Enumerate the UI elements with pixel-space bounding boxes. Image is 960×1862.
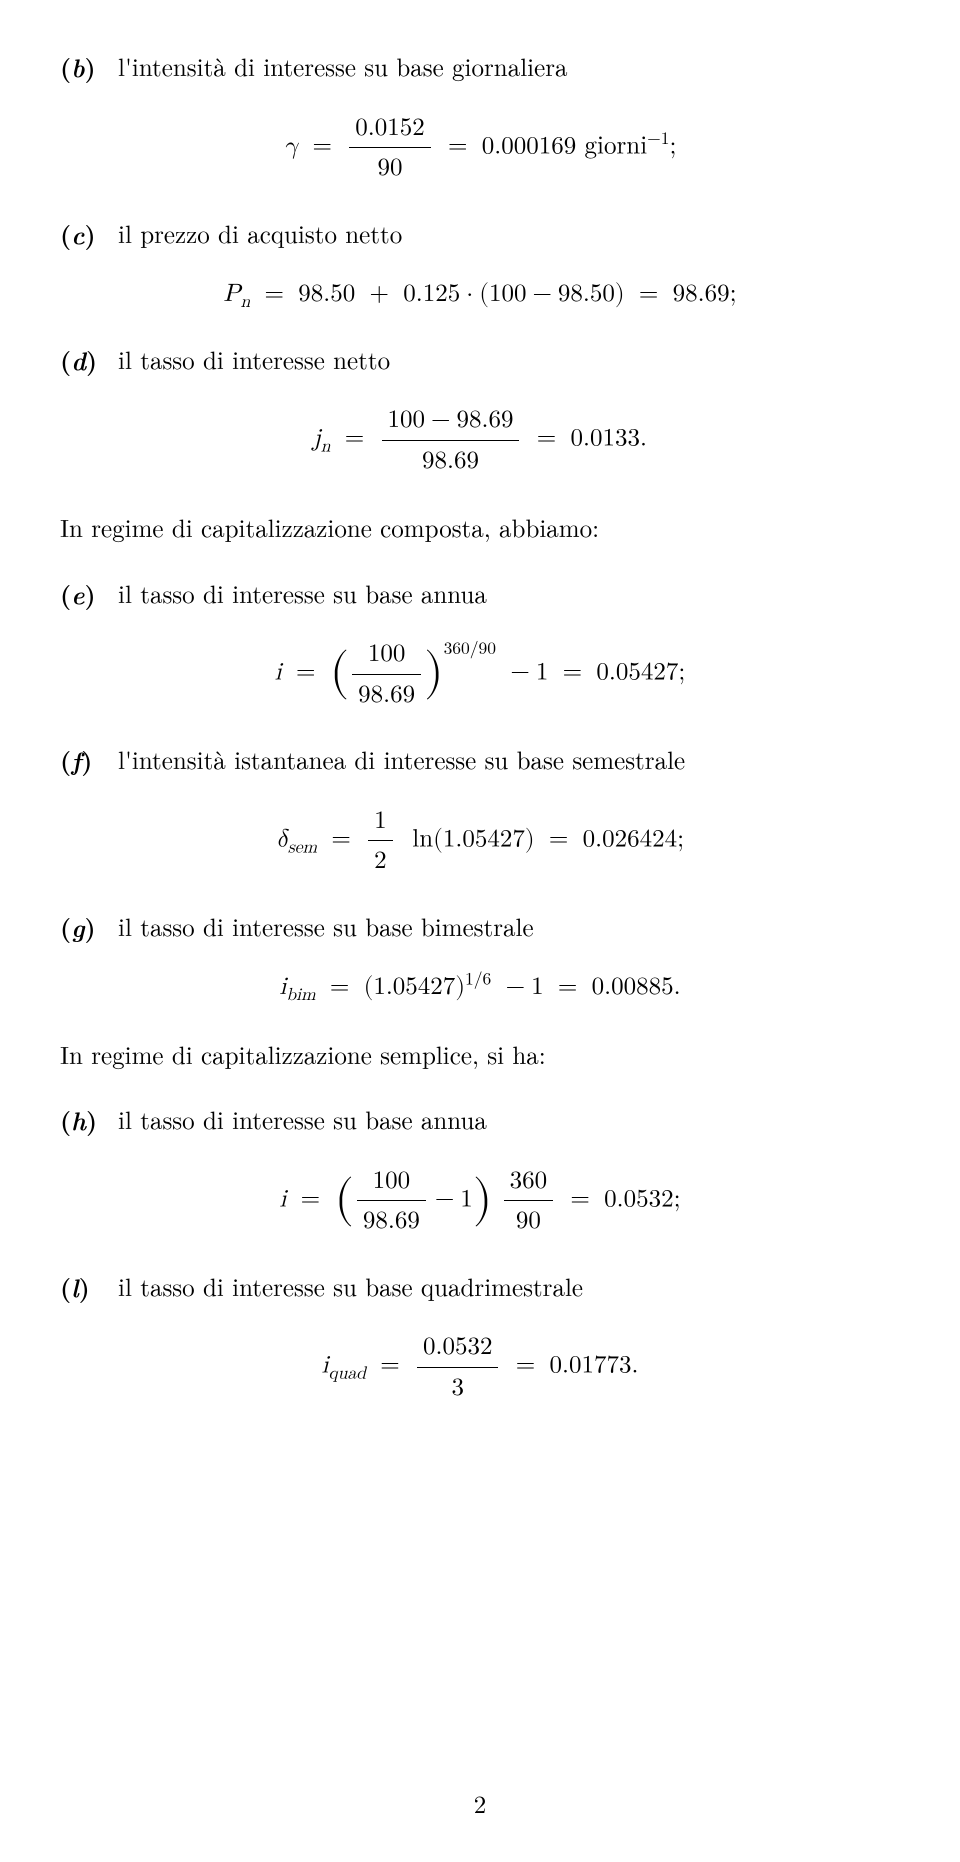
item-label-h: (h) [60, 1101, 118, 1140]
equation-h: i = ( 100 98.69 −1) 360 90 = 0.0532; [60, 1162, 900, 1240]
equation-b: γ = 0.0152 90 = 0.000169 giorni−1; [60, 109, 900, 187]
item-text-h: il tasso di interesse su base annua [118, 1101, 900, 1139]
item-text-g: il tasso di interesse su base bimestrale [118, 908, 900, 946]
item-e: (e) il tasso di interesse su base annua [60, 575, 900, 614]
item-c: (c) il prezzo di acquisto netto [60, 215, 900, 254]
item-h: (h) il tasso di interesse su base annua [60, 1101, 900, 1140]
page-number: 2 [0, 1785, 960, 1823]
item-label-b: (b) [60, 48, 118, 87]
item-label-c: (c) [60, 215, 118, 254]
page: (b) l'intensità di interesse su base gio… [0, 0, 960, 1862]
item-text-d: il tasso di interesse netto [118, 341, 900, 379]
item-text-f: l'intensità istantanea di interesse su b… [118, 741, 900, 779]
item-label-l: (l) [60, 1268, 118, 1307]
item-label-f: (f) [60, 741, 118, 780]
item-text-l: il tasso di interesse su base quadrimest… [118, 1268, 900, 1306]
item-text-b: l'intensità di interesse su base giornal… [118, 48, 900, 86]
item-label-e: (e) [60, 575, 118, 614]
equation-g: ibim = (1.05427)1/6 −1 = 0.00885. [60, 968, 900, 1006]
equation-l: iquad = 0.0532 3 = 0.01773. [60, 1328, 900, 1406]
equation-e: i = ( 100 98.69 )360/90 −1 = 0.05427; [60, 635, 900, 713]
item-l: (l) il tasso di interesse su base quadri… [60, 1268, 900, 1307]
item-label-g: (g) [60, 908, 118, 947]
item-f: (f) l'intensità istantanea di interesse … [60, 741, 900, 780]
item-label-d: (d) [60, 341, 118, 380]
section-composta: In regime di capitalizzazione composta, … [60, 509, 900, 547]
item-b: (b) l'intensità di interesse su base gio… [60, 48, 900, 87]
item-text-e: il tasso di interesse su base annua [118, 575, 900, 613]
equation-c: Pn = 98.50 + 0.125·(100−98.50) = 98.69; [60, 275, 900, 313]
equation-f: δsem = 1 2 ln(1.05427) = 0.026424; [60, 802, 900, 880]
equation-d: jn = 100−98.69 98.69 = 0.0133. [60, 401, 900, 479]
section-semplice: In regime di capitalizzazione semplice, … [60, 1036, 900, 1074]
item-d: (d) il tasso di interesse netto [60, 341, 900, 380]
item-text-c: il prezzo di acquisto netto [118, 215, 900, 253]
item-g: (g) il tasso di interesse su base bimest… [60, 908, 900, 947]
